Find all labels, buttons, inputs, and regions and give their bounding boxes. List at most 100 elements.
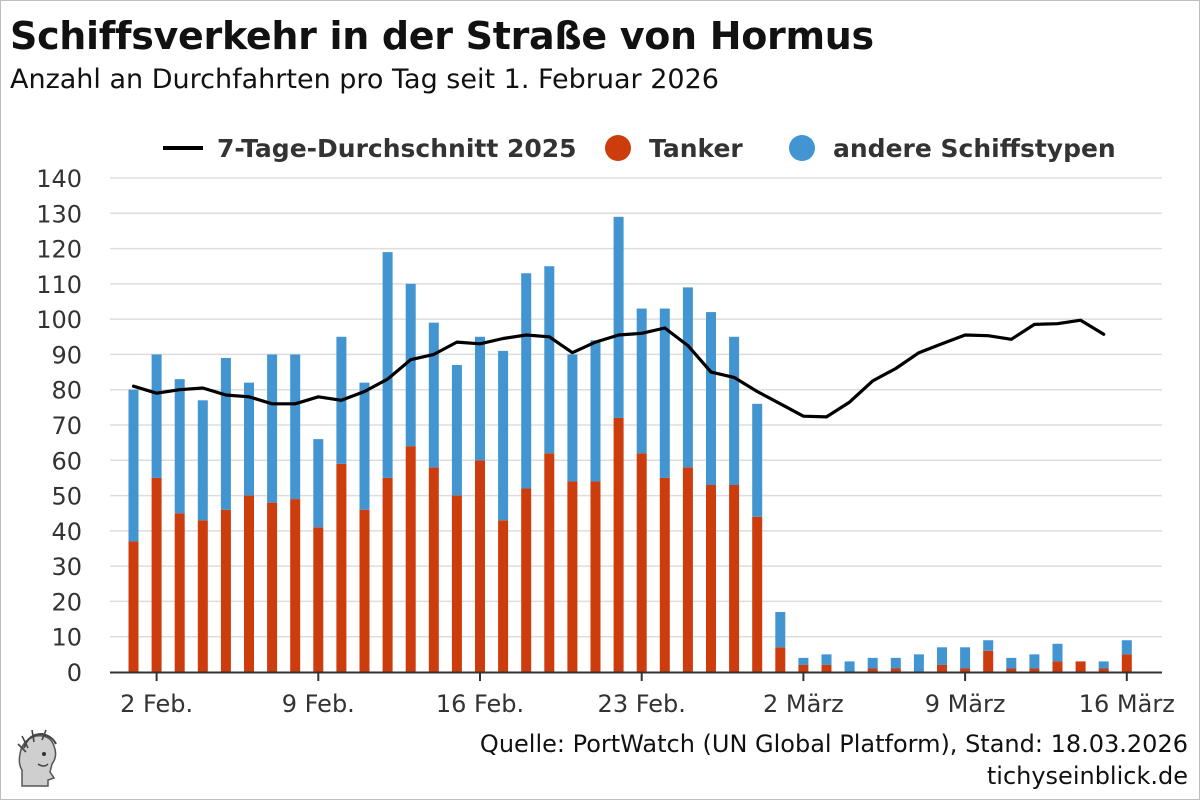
bar-tanker-day-36: [937, 664, 947, 672]
legend-line-swatch: [163, 146, 203, 150]
bar-other-day-32: [844, 661, 855, 672]
bar-tanker-day-9: [313, 527, 324, 672]
bar-other-day-38: [983, 640, 994, 651]
bar-other-day-43: [1098, 661, 1109, 669]
bar-tanker-day-15: [451, 495, 462, 672]
bar-tanker-day-44: [1121, 654, 1132, 672]
bar-other-day-4: [197, 400, 208, 521]
bar-tanker-day-22: [613, 417, 624, 672]
x-tick-label-44: 16 März: [1079, 690, 1175, 718]
legend-item-other: andere Schiffstypen: [789, 128, 1116, 168]
bar-tanker-day-4: [197, 520, 208, 672]
logo-icon: [8, 726, 64, 792]
bar-tanker-day-20: [567, 481, 578, 672]
bar-other-day-27: [729, 336, 740, 485]
publisher-logo: [8, 726, 64, 792]
y-tick-label-50: 50: [51, 483, 82, 511]
y-tick-label-70: 70: [51, 412, 82, 440]
bar-tanker-day-14: [428, 467, 439, 672]
x-tick-label-2: 2 Feb.: [120, 690, 193, 718]
chart-subtitle: Anzahl an Durchfahrten pro Tag seit 1. F…: [10, 64, 719, 95]
y-tick-label-120: 120: [36, 236, 82, 264]
bar-tanker-day-13: [405, 446, 416, 672]
bar-tanker-day-21: [590, 481, 601, 672]
x-tick-label-23: 23 Feb.: [598, 690, 686, 718]
bar-tanker-day-40: [1029, 668, 1040, 672]
legend-label-other: andere Schiffstypen: [833, 133, 1116, 163]
y-tick-label-40: 40: [51, 518, 82, 546]
bar-other-day-21: [590, 340, 601, 482]
bar-tanker-day-8: [290, 499, 301, 672]
bar-tanker-day-23: [636, 453, 647, 672]
bar-other-day-5: [220, 357, 231, 510]
bar-other-day-11: [359, 382, 370, 510]
bar-tanker-day-12: [382, 477, 393, 672]
bar-other-day-35: [913, 654, 924, 672]
bar-other-day-2: [151, 354, 162, 478]
bar-tanker-day-33: [867, 668, 878, 672]
bar-other-day-18: [521, 273, 532, 489]
bar-other-day-30: [798, 657, 809, 665]
bar-other-day-34: [890, 657, 901, 669]
x-tick-label-16: 16 Feb.: [436, 690, 524, 718]
bar-other-day-39: [1006, 657, 1017, 669]
bar-other-day-7: [267, 354, 278, 503]
y-tick-label-100: 100: [36, 306, 82, 334]
y-tick-label-20: 20: [51, 588, 82, 616]
bar-other-day-6: [244, 382, 254, 496]
legend: 7-Tage-Durchschnitt 2025 Tanker andere S…: [0, 128, 1200, 168]
bar-other-day-40: [1029, 654, 1040, 669]
bar-tanker-day-31: [821, 664, 832, 672]
bar-other-day-44: [1121, 640, 1132, 655]
bar-other-day-19: [544, 266, 555, 454]
bar-tanker-day-37: [960, 668, 971, 672]
bar-other-day-41: [1052, 643, 1063, 662]
y-tick-label-0: 0: [67, 659, 82, 687]
legend-label-average: 7-Tage-Durchschnitt 2025: [217, 133, 577, 163]
chart-title: Schiffsverkehr in der Straße von Hormus: [10, 14, 874, 58]
bar-tanker-day-26: [706, 484, 716, 672]
site-credit: tichyseinblick.de: [986, 762, 1188, 790]
axis-layer: 0 10 20 30 40 50 60 70 80 90 100 110 120 130 140 2 Feb.…: [36, 165, 1175, 718]
bar-other-day-8: [290, 354, 301, 500]
bar-tanker-day-16: [475, 460, 485, 672]
bar-tanker-day-1: [128, 541, 139, 672]
bar-other-day-1: [128, 389, 139, 542]
y-tick-label-140: 140: [36, 165, 82, 193]
y-tick-label-110: 110: [36, 271, 82, 299]
bar-other-day-12: [382, 252, 393, 478]
bar-tanker-day-41: [1052, 661, 1063, 672]
source-note: Quelle: PortWatch (UN Global Platform), …: [479, 730, 1188, 758]
bar-other-day-13: [405, 283, 416, 447]
bar-other-day-36: [937, 647, 947, 665]
bar-tanker-day-7: [267, 502, 278, 672]
x-tick-label-9: 9 Feb.: [282, 690, 355, 718]
bar-tanker-day-24: [659, 477, 670, 672]
legend-item-tanker: Tanker: [605, 128, 743, 168]
bar-tanker-day-18: [521, 488, 532, 672]
bar-other-day-29: [775, 612, 786, 648]
bar-tanker-day-29: [775, 647, 786, 672]
bar-tanker-day-11: [359, 509, 370, 672]
legend-dot-tanker: [605, 135, 631, 161]
bar-other-day-25: [682, 287, 693, 468]
bar-tanker-day-3: [174, 513, 185, 672]
y-tick-label-80: 80: [51, 377, 82, 405]
bar-tanker-day-10: [336, 463, 347, 672]
bar-other-day-33: [867, 657, 878, 669]
bar-other-day-20: [567, 354, 578, 482]
bar-tanker-day-39: [1006, 668, 1017, 672]
bar-other-day-22: [613, 216, 624, 418]
bar-other-day-3: [174, 379, 185, 514]
bar-tanker-day-30: [798, 664, 809, 672]
bar-tanker-day-42: [1075, 661, 1086, 672]
bar-tanker-day-25: [682, 467, 693, 672]
x-tick-label-37: 9 März: [925, 690, 1006, 718]
bar-other-day-23: [636, 308, 647, 454]
bar-tanker-day-34: [890, 668, 901, 672]
line-layer: [131, 318, 1106, 419]
y-tick-label-130: 130: [36, 200, 82, 228]
bar-other-day-17: [498, 350, 509, 521]
bar-other-day-9: [313, 439, 324, 528]
